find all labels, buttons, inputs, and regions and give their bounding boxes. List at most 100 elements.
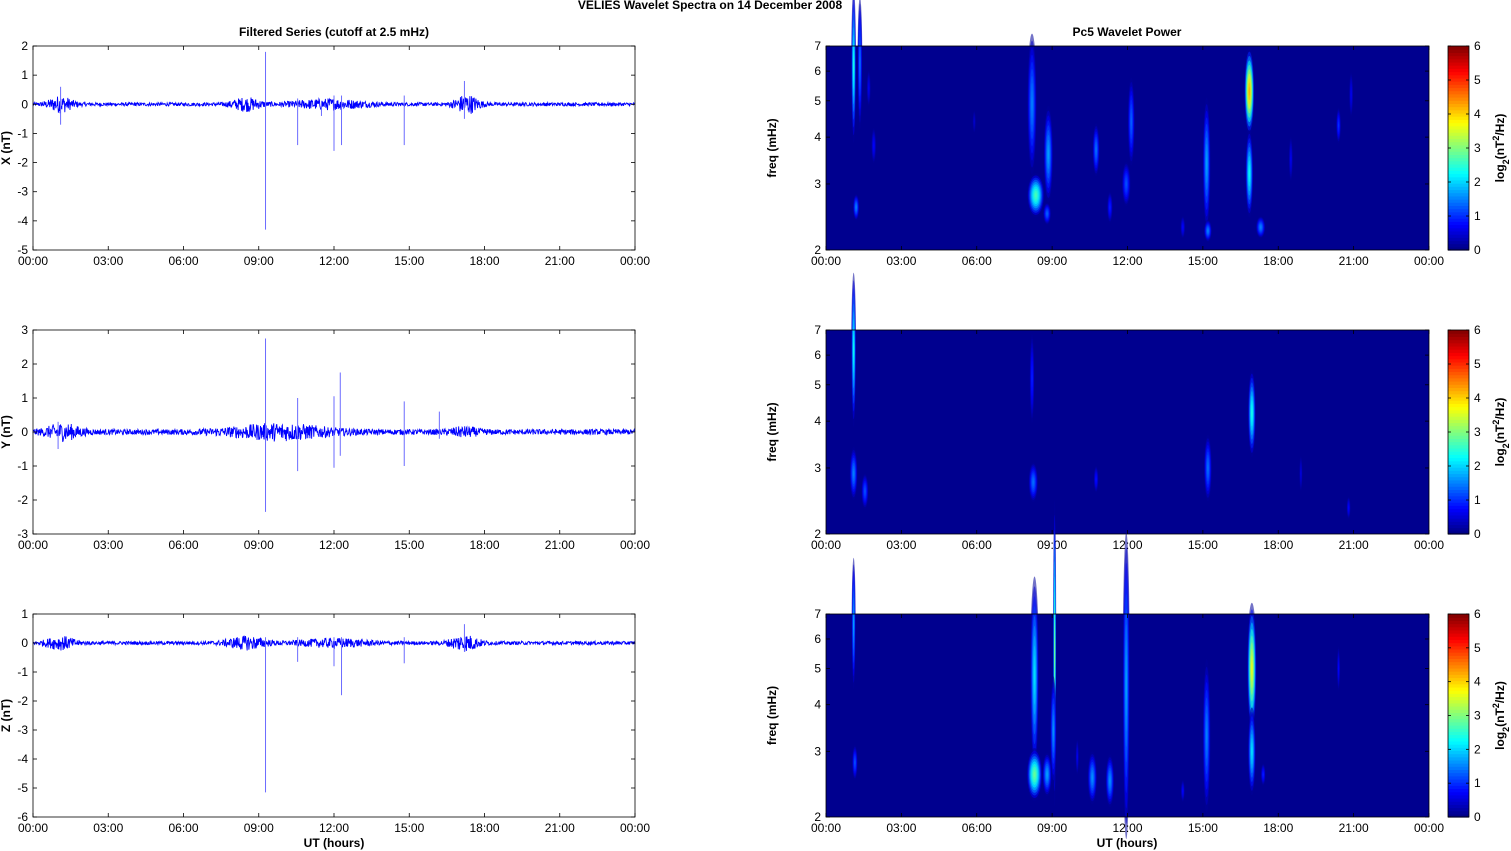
colorbar-cell <box>1448 167 1469 171</box>
power-level <box>1206 728 1208 744</box>
colorbar-cell <box>1448 176 1469 181</box>
y-tick-label: 7 <box>814 39 821 53</box>
colorbar-label-sup: 2 <box>1491 703 1501 708</box>
colorbar-cell <box>1448 766 1469 771</box>
colorbar-cell <box>1448 208 1469 213</box>
colorbar-label-sup: 2 <box>1491 420 1501 425</box>
colorbar-tick-label: 3 <box>1474 425 1481 439</box>
colorbar-cell <box>1448 664 1469 669</box>
colorbar-cell <box>1448 396 1469 401</box>
colorbar-cell <box>1448 87 1469 92</box>
power-level <box>1125 670 1127 701</box>
colorbar-tick-label: 0 <box>1474 527 1481 541</box>
colorbar-cell <box>1448 476 1469 481</box>
power-level <box>1348 506 1350 509</box>
colorbar-cell <box>1448 151 1469 155</box>
colorbar-cell <box>1448 671 1469 675</box>
colorbar-cell <box>1448 728 1469 732</box>
colorbar-cell <box>1448 521 1469 526</box>
colorbar-cell <box>1448 492 1469 497</box>
colorbar-cell <box>1448 696 1469 701</box>
colorbar-tick-label: 1 <box>1474 776 1481 790</box>
colorbar-cell <box>1448 750 1469 755</box>
colorbar-cell <box>1448 677 1469 682</box>
colorbar-cell <box>1448 336 1469 341</box>
power-level <box>1251 746 1253 756</box>
x-tick-label: 00:00 <box>18 254 48 268</box>
spectrogram-background <box>826 330 1429 534</box>
colorbar-label-base: log <box>1493 448 1507 466</box>
power-blob <box>1043 202 1052 225</box>
x-tick-label: 15:00 <box>1188 821 1218 835</box>
y-axis-label: Y (nT) <box>0 415 13 449</box>
series-panel-z: -6 -5 -4 -3 -2 -1 0 1 00:00 03:00 06:00 09:00 12:00 1… <box>0 607 650 835</box>
colorbar-cell <box>1448 725 1469 729</box>
colorbar-cell <box>1448 138 1469 143</box>
colorbar-cell <box>1448 218 1469 222</box>
colorbar-cell <box>1448 718 1469 723</box>
power-blob <box>1299 455 1303 492</box>
y-tick-label: -2 <box>17 493 28 507</box>
x-tick-label: 06:00 <box>962 254 992 268</box>
colorbar-cell <box>1448 441 1469 446</box>
y-tick-label: 4 <box>814 130 821 144</box>
colorbar-cell <box>1448 163 1469 168</box>
power-level <box>1182 226 1184 229</box>
colorbar-label-unit: (nT <box>1493 708 1507 727</box>
power-level <box>1251 408 1253 418</box>
y-tick-label: 2 <box>21 39 28 53</box>
colorbar-label-base: log <box>1493 164 1507 182</box>
colorbar-cell <box>1448 451 1469 455</box>
colorbar-cell <box>1448 639 1469 644</box>
colorbar-cell <box>1448 183 1469 187</box>
power-level <box>864 489 866 494</box>
colorbar-cell <box>1448 128 1469 133</box>
colorbar-cell <box>1448 84 1469 89</box>
power-blob <box>1260 763 1266 786</box>
colorbar-cell <box>1448 473 1469 478</box>
colorbar-cell <box>1448 645 1469 650</box>
colorbar-cell <box>1448 734 1469 739</box>
y-tick-label: 2 <box>814 810 821 824</box>
y-tick-label: 5 <box>814 94 821 108</box>
colorbar-cell <box>1448 368 1469 373</box>
colorbar-cell <box>1448 173 1469 178</box>
colorbar-tick-label: 1 <box>1474 493 1481 507</box>
power-blob <box>1105 754 1115 808</box>
colorbar-cell <box>1448 330 1469 334</box>
power-level <box>1290 156 1292 162</box>
y-tick-label: 0 <box>21 425 28 439</box>
x-tick-label: 09:00 <box>1037 821 1067 835</box>
power-level <box>854 760 856 765</box>
colorbar-cell <box>1448 406 1469 411</box>
power-blob <box>1028 462 1039 502</box>
colorbar-cell <box>1448 489 1469 494</box>
colorbar-cell <box>1448 170 1469 175</box>
colorbar-cell <box>1448 432 1469 436</box>
y-axis-label: X (nT) <box>0 131 13 165</box>
power-blob <box>1247 707 1256 796</box>
power-blob <box>1087 751 1098 804</box>
series-panel-x: -5 -4 -3 -2 -1 0 1 2 00:00 03:00 06:00 09:00 12:00 15… <box>0 39 650 268</box>
colorbar-tick-label: 6 <box>1474 607 1481 621</box>
colorbar-cell <box>1448 71 1469 76</box>
x-tick-label: 18:00 <box>1263 254 1293 268</box>
colorbar-tick-label: 0 <box>1474 810 1481 824</box>
colorbar-cell <box>1448 221 1469 226</box>
y-tick-label: 5 <box>814 662 821 676</box>
power-level <box>1260 226 1262 229</box>
x-tick-label: 21:00 <box>1339 254 1369 268</box>
power-level <box>873 143 875 148</box>
colorbar-cell <box>1448 737 1469 742</box>
colorbar-cell <box>1448 132 1469 136</box>
colorbar-cell <box>1448 712 1469 717</box>
x-tick-label: 00:00 <box>1414 821 1444 835</box>
power-blob <box>866 70 871 106</box>
colorbar-cell <box>1448 460 1469 465</box>
colorbar-cell <box>1448 709 1469 713</box>
colorbar-cell <box>1448 435 1469 439</box>
colorbar-cell <box>1448 374 1469 379</box>
power-level <box>1125 181 1127 187</box>
